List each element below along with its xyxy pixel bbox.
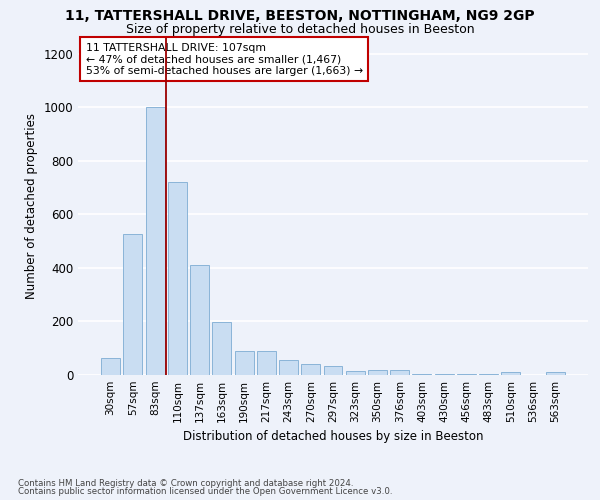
Bar [124,234,142,375]
Text: 11, TATTERSHALL DRIVE, BEESTON, NOTTINGHAM, NG9 2GP: 11, TATTERSHALL DRIVE, BEESTON, NOTTINGH… [65,9,535,23]
Y-axis label: Number of detached properties: Number of detached properties [25,114,38,299]
Bar [435,374,454,375]
Text: Size of property relative to detached houses in Beeston: Size of property relative to detached ho… [125,22,475,36]
Bar [323,366,343,375]
Bar [346,371,365,375]
Bar [412,374,431,375]
Bar [190,265,209,375]
Bar [257,352,276,375]
Bar [146,107,164,375]
Text: 11 TATTERSHALL DRIVE: 107sqm
← 47% of detached houses are smaller (1,467)
53% of: 11 TATTERSHALL DRIVE: 107sqm ← 47% of de… [86,42,363,76]
Bar [212,322,231,375]
Bar [101,358,120,375]
Bar [235,351,254,375]
Bar [279,360,298,375]
Bar [368,370,387,375]
Bar [301,364,320,375]
Bar [390,370,409,375]
Bar [479,374,498,375]
Bar [502,372,520,375]
X-axis label: Distribution of detached houses by size in Beeston: Distribution of detached houses by size … [183,430,483,444]
Bar [168,182,187,375]
Bar [457,374,476,375]
Bar [546,372,565,375]
Text: Contains HM Land Registry data © Crown copyright and database right 2024.: Contains HM Land Registry data © Crown c… [18,478,353,488]
Text: Contains public sector information licensed under the Open Government Licence v3: Contains public sector information licen… [18,487,392,496]
